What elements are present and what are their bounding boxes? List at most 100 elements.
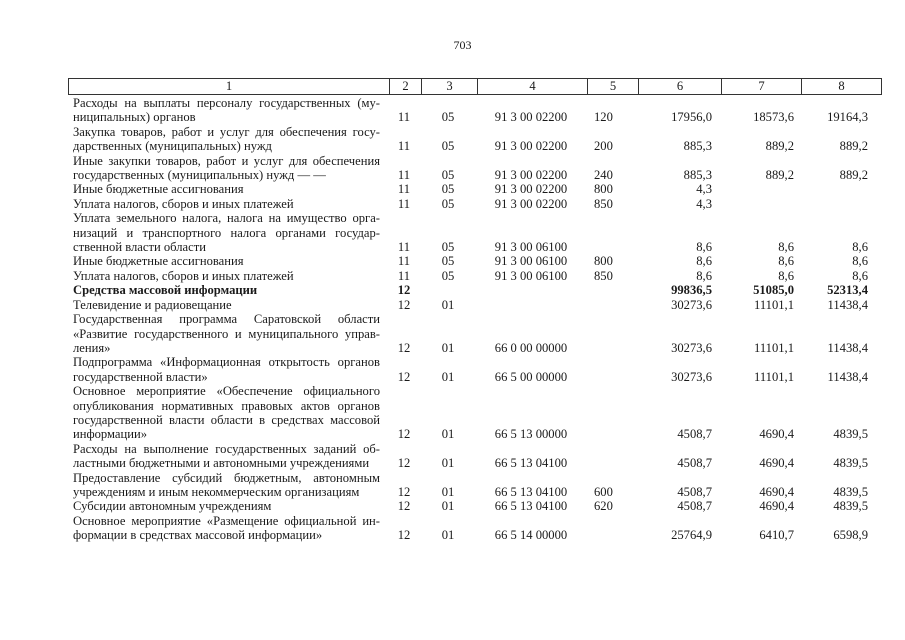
amount-col-6: 8,6 <box>696 240 712 255</box>
description-line: учреждениям и иным некоммерческим органи… <box>73 484 360 499</box>
header-col-4: 4 <box>477 79 587 94</box>
table-row: Государственная программа Саратовской об… <box>68 312 880 355</box>
section-code: 11 <box>397 139 411 154</box>
description-line: информации» <box>73 427 148 442</box>
expense-type-code <box>586 240 637 254</box>
description-line: Предоставление субсидий бюджетным, автон… <box>73 470 380 485</box>
amount-col-6: 30273,6 <box>671 297 712 312</box>
amount-col-7: 11101,1 <box>754 297 794 312</box>
row-description: Средства массовой информации <box>68 283 388 297</box>
amount-col-8: 4839,5 <box>833 499 868 514</box>
description-line: государственной власти» <box>73 369 208 384</box>
expense-type-code <box>586 528 637 542</box>
table-row: Субсидии автономным учреждениям 12 01 66 5 … <box>68 499 880 513</box>
section-code: 11 <box>397 110 411 125</box>
amount-col-7: 889,2 <box>765 139 794 154</box>
description-line: Уплата земельного налога, налога на имущ… <box>73 211 380 226</box>
target-article-code: 66 5 13 04100 <box>494 456 568 471</box>
description-line: ниципальных) органов <box>73 110 196 125</box>
target-article-code: 66 5 14 00000 <box>494 528 568 543</box>
subsection-code: 05 <box>441 196 455 211</box>
description-line: ластными бюджетными и автономными учрежд… <box>73 456 370 471</box>
row-description: Расходы на выполнение государственных за… <box>68 442 388 471</box>
amount-col-8: 11438,4 <box>827 369 868 384</box>
table-header: 1 2 3 4 5 6 7 8 <box>68 78 882 95</box>
description-line: ственной власти области <box>73 240 206 255</box>
target-article-code: 66 5 13 04100 <box>494 499 568 514</box>
expense-type-code <box>586 283 637 297</box>
amount-col-7: 8,6 <box>778 240 794 255</box>
amount-col-7: 4690,4 <box>759 427 794 442</box>
expense-type-code: 620 <box>594 499 613 514</box>
header-col-7: 7 <box>721 79 801 94</box>
table-row: Средства массовой информации 12 99836,5 51… <box>68 283 880 297</box>
description-line: Закупка товаров, работ и услуг для обесп… <box>73 124 380 139</box>
section-code: 12 <box>397 297 411 312</box>
amount-col-7: 8,6 <box>778 254 794 269</box>
subsection-code: 01 <box>441 427 455 442</box>
description-line: Расходы на выполнение государственных за… <box>73 441 380 456</box>
description-line: Иные бюджетные ассигнования <box>73 182 244 197</box>
amount-col-7: 11101,1 <box>754 369 794 384</box>
amount-col-6: 885,3 <box>683 139 712 154</box>
section-code: 12 <box>397 427 411 442</box>
row-description: Расходы на выплаты персоналу государстве… <box>68 96 388 125</box>
amount-col-6: 30273,6 <box>671 369 712 384</box>
amount-col-8: 19164,3 <box>827 110 868 125</box>
description-line: «Развитие государственного и муниципальн… <box>73 326 380 341</box>
target-article-code <box>476 283 586 297</box>
description-line: Расходы на выплаты персоналу государстве… <box>73 96 380 110</box>
description-line: Средства массовой информации <box>73 283 258 298</box>
row-description: Уплата налогов, сборов и иных платежей <box>68 269 388 283</box>
row-description: Основное мероприятие «Обеспечение официа… <box>68 384 388 442</box>
amount-col-7: 4690,4 <box>759 499 794 514</box>
amount-col-8: 4839,5 <box>833 456 868 471</box>
description-line: дарственных (муниципальных) нужд <box>73 139 272 154</box>
table-row: Уплата земельного налога, налога на имущ… <box>68 211 880 254</box>
section-code: 12 <box>397 369 411 384</box>
row-description: Иные бюджетные ассигнования <box>68 254 388 268</box>
expense-type-code: 600 <box>594 484 613 499</box>
description-line: Государственная программа Саратовской об… <box>73 312 380 327</box>
amount-col-8 <box>800 197 880 211</box>
subsection-code: 01 <box>441 528 455 543</box>
table-row: Основное мероприятие «Обеспечение официа… <box>68 384 880 442</box>
description-line: Субсидии автономным учреждениям <box>73 499 272 514</box>
subsection-code: 05 <box>441 268 455 283</box>
row-description: Государственная программа Саратовской об… <box>68 312 388 355</box>
header-col-1: 1 <box>225 79 233 93</box>
section-code: 11 <box>397 268 411 283</box>
amount-col-7 <box>720 182 800 196</box>
row-description: Предоставление субсидий бюджетным, автон… <box>68 471 388 500</box>
description-line: Телевидение и радиовещание <box>73 297 232 312</box>
amount-col-8: 8,6 <box>852 240 868 255</box>
row-description: Подпрограмма «Информационная открытость … <box>68 355 388 384</box>
target-article-code: 91 3 00 06100 <box>494 268 568 283</box>
amount-col-7: 4690,4 <box>759 456 794 471</box>
subsection-code: 01 <box>441 499 455 514</box>
row-description: Иные закупки товаров, работ и услуг для … <box>68 154 388 183</box>
amount-col-6: 99836,5 <box>671 283 712 298</box>
subsection-code: 05 <box>441 139 455 154</box>
table-row: Иные бюджетные ассигнования 11 05 91 3 00 0… <box>68 182 880 196</box>
amount-col-8: 4839,5 <box>833 427 868 442</box>
subsection-code: 05 <box>441 110 455 125</box>
row-description: Уплата земельного налога, налога на имущ… <box>68 211 388 254</box>
target-article-code: 91 3 00 02200 <box>494 110 568 125</box>
section-code: 12 <box>397 499 411 514</box>
amount-col-6: 4508,7 <box>677 499 712 514</box>
amount-col-6: 8,6 <box>696 254 712 269</box>
amount-col-7: 18573,6 <box>753 110 794 125</box>
amount-col-6: 30273,6 <box>671 340 712 355</box>
section-code: 11 <box>397 182 411 197</box>
subsection-code: 05 <box>441 168 455 183</box>
subsection-code: 05 <box>441 182 455 197</box>
expense-type-code <box>586 370 637 384</box>
amount-col-8 <box>800 182 880 196</box>
section-code: 11 <box>397 168 411 183</box>
target-article-code: 91 3 00 02200 <box>494 182 568 197</box>
table-row: Подпрограмма «Информационная открытость … <box>68 355 880 384</box>
subsection-code: 01 <box>441 369 455 384</box>
description-line: Основное мероприятие «Обеспечение официа… <box>73 384 380 399</box>
row-description: Телевидение и радиовещание <box>68 298 388 312</box>
